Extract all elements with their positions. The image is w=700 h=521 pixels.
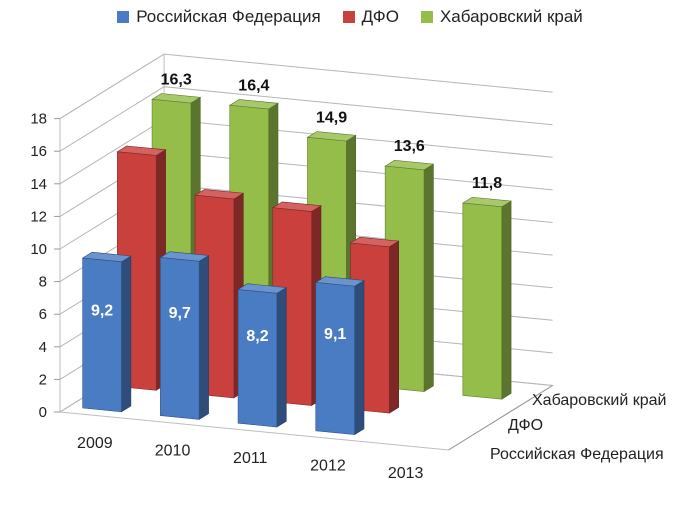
legend-label-rf: Российская Федерация xyxy=(136,7,321,26)
legend-label-dfo: ДФО xyxy=(361,7,399,26)
y-tick-label: 12 xyxy=(30,208,47,225)
data-label: 9,1 xyxy=(324,326,346,343)
y-axis: 0 2 4 6 8 10 12 14 16 18 xyxy=(30,111,60,421)
y-tick-label: 14 xyxy=(30,176,47,193)
bar-side xyxy=(389,240,399,414)
bar-front xyxy=(237,289,278,428)
depth-tick-label: Российская Федерация xyxy=(490,446,664,463)
legend-item-dfo[interactable]: ДФО xyxy=(342,7,399,27)
bar-rf-2011[interactable] xyxy=(237,283,288,428)
data-label: 13,6 xyxy=(394,138,425,155)
x-axis: 2009 2010 2011 2012 2013 xyxy=(77,435,423,482)
y-tick-label: 18 xyxy=(30,111,47,128)
depth-axis: Хабаровский край ДФО Российская Федерация xyxy=(448,385,666,463)
bar-side xyxy=(198,254,209,420)
bar-front xyxy=(462,202,503,400)
y-tick-label: 6 xyxy=(39,306,47,323)
gridline xyxy=(59,53,553,120)
data-label: 8,2 xyxy=(246,328,268,345)
depth-axis-line xyxy=(448,385,553,451)
x-tick-label: 2012 xyxy=(310,458,346,475)
legend-item-rf[interactable]: Российская Федерация xyxy=(117,7,321,27)
y-tick-label: 0 xyxy=(39,404,47,421)
bar-side xyxy=(276,286,287,428)
bar-front xyxy=(315,282,355,435)
y-tick-label: 2 xyxy=(39,371,47,388)
bar-side xyxy=(501,200,512,400)
legend-swatch-dfo xyxy=(342,11,355,23)
data-label: 9,2 xyxy=(91,302,113,319)
y-tick-label: 4 xyxy=(39,339,47,356)
y-tick-label: 10 xyxy=(30,241,47,258)
x-tick-label: 2011 xyxy=(233,450,268,467)
depth-tick-label: Хабаровский край xyxy=(532,392,666,409)
data-labels: 16,3 16,4 14,9 13,6 11,8 9,2 9,7 8,2 9,1 xyxy=(91,71,502,345)
legend-label-khab: Хабаровский край xyxy=(439,7,583,26)
bar-rf-2010[interactable] xyxy=(159,251,210,420)
x-tick-label: 2009 xyxy=(77,435,113,452)
data-label: 11,8 xyxy=(472,175,502,192)
bar-rf-2009[interactable] xyxy=(81,251,132,413)
bar-rf-2012[interactable] xyxy=(314,276,365,436)
bar-side xyxy=(354,279,365,436)
data-label: 9,7 xyxy=(169,305,191,322)
x-tick-label: 2013 xyxy=(388,465,424,482)
bar-khab-2013[interactable] xyxy=(461,196,512,400)
bars xyxy=(81,93,512,436)
gridline xyxy=(59,86,553,152)
y-tick-label: 8 xyxy=(39,274,47,291)
y-tick-label: 16 xyxy=(30,143,47,160)
x-tick-label: 2010 xyxy=(155,442,191,459)
legend-item-khab[interactable]: Хабаровский край xyxy=(420,7,583,27)
bar-side xyxy=(423,163,434,393)
data-label: 16,3 xyxy=(161,71,192,88)
bar-front xyxy=(160,257,200,420)
bar-side xyxy=(121,255,132,413)
data-label: 16,4 xyxy=(238,77,269,94)
depth-tick-label: ДФО xyxy=(508,417,543,434)
legend-swatch-khab xyxy=(420,11,433,23)
data-label: 14,9 xyxy=(316,109,347,126)
bar-front xyxy=(82,257,122,413)
legend-swatch-rf xyxy=(117,11,130,23)
legend: Российская Федерация ДФО Хабаровский кра… xyxy=(0,6,700,28)
